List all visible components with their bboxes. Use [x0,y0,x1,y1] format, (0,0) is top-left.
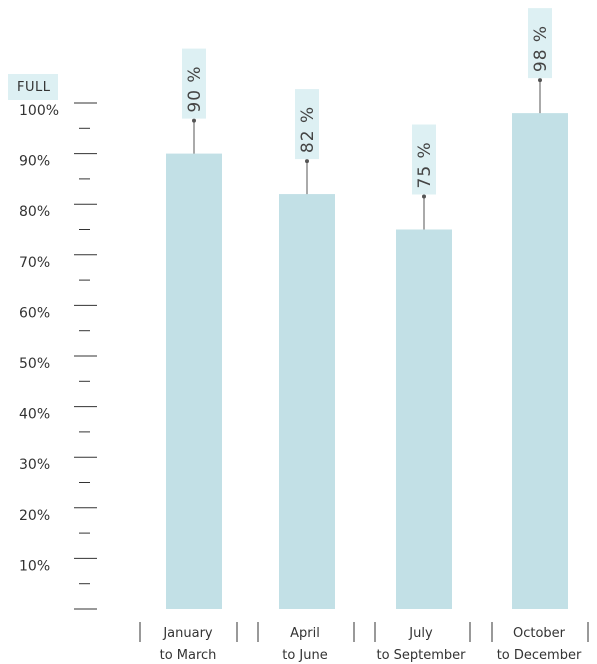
x-tick-label: July to September [376,626,466,663]
value-label: 98 % [531,25,551,72]
value-label-background [412,124,436,195]
y-tick-label: 100% [19,103,59,119]
bars [166,113,568,610]
full-label: FULL [17,80,51,95]
y-tick-label: 90% [19,154,50,170]
y-tick-label: 50% [19,356,50,372]
y-tick-label: 30% [19,457,50,473]
full-label-background [8,74,58,100]
leader-dot [305,159,309,164]
y-tick-label: 10% [19,558,50,574]
x-axis: January to March April to June July to Septem… [139,622,589,663]
x-tick-label: January to March [160,626,217,663]
bar [166,153,222,609]
leader-dot [538,78,542,83]
bar [396,229,452,609]
value-label-background [295,89,319,160]
leader-dot [192,118,196,123]
leader-dot [422,194,426,199]
y-tick-label: 60% [19,305,50,321]
value-label: 75 % [415,141,435,188]
value-label-background [182,48,206,119]
value-label: 90 % [185,65,205,112]
x-tick-label: April to June [282,626,328,663]
y-tick-label: 70% [19,255,50,271]
y-tick-label: 40% [19,407,50,423]
y-axis: 10% 20% 30% 40% 50% 60% 70% 80% 90% 100% FULL [8,74,97,610]
value-label: 82 % [298,106,318,153]
y-tick-label: 20% [19,508,50,524]
bar [279,194,335,609]
value-label-background [528,8,552,79]
x-tick-label: October to December [497,626,582,663]
y-tick-label: 80% [19,204,50,220]
data-labels: 90 % 82 % 75 % 98 % [182,8,552,230]
bar [512,113,568,610]
